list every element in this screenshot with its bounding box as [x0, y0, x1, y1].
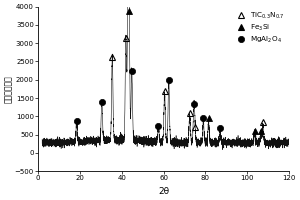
Legend: TiC$_{0.3}$N$_{0.7}$, Fe$_3$Si, MgAl$_2$O$_4$: TiC$_{0.3}$N$_{0.7}$, Fe$_3$Si, MgAl$_2$… — [233, 10, 286, 46]
Y-axis label: 相对赍射强度: 相对赍射强度 — [4, 75, 13, 103]
X-axis label: 2θ: 2θ — [158, 187, 169, 196]
